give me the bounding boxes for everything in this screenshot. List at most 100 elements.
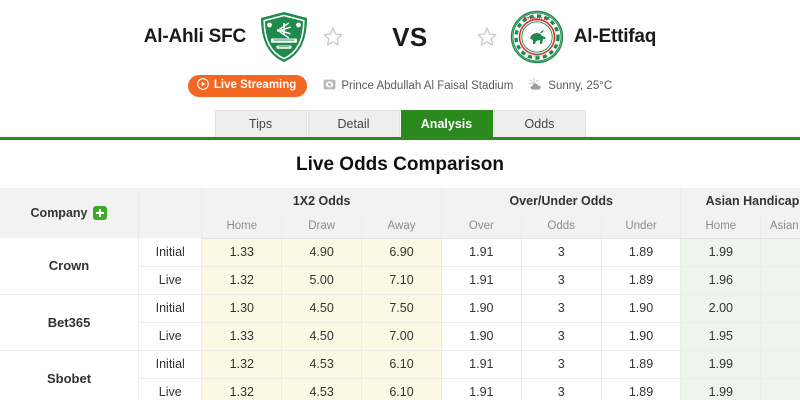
plus-badge-icon[interactable] <box>93 206 108 220</box>
away-team-block: ETTIFAQ F.C 1945 Al-Ettifaq <box>476 10 656 64</box>
odds-away: 7.10 <box>361 266 442 295</box>
row-phase: Initial <box>138 350 203 379</box>
table-row[interactable]: Live 1.33 4.50 7.00 1.90 3 1.90 1.95 1.5 <box>0 322 800 351</box>
table-row[interactable]: Bet365 Initial 1.30 4.50 7.50 1.90 3 1.9… <box>0 294 800 351</box>
vs-label: VS <box>392 21 428 52</box>
odds-ah-line: 1.5 <box>760 294 800 323</box>
odds-draw: 5.00 <box>281 266 363 295</box>
row-phase: Live <box>138 322 203 351</box>
phase-column-header <box>138 188 203 238</box>
match-info-bar: Live Streaming Prince Abdullah Al Faisal… <box>0 72 800 100</box>
subheader-ah-home: Home <box>680 214 762 239</box>
odds-over: 1.91 <box>441 266 522 295</box>
row-phase: Live <box>138 378 203 400</box>
odds-away: 7.50 <box>361 294 442 323</box>
svg-text:ETTIFAQ F.C: ETTIFAQ F.C <box>524 16 551 21</box>
subheader-home: Home <box>201 214 283 239</box>
odds-ou-line: 3 <box>521 378 602 400</box>
home-team-name: Al-Ahli SFC <box>143 26 247 47</box>
odds-ah-line: 1.5 <box>760 350 800 379</box>
row-phase: Initial <box>138 238 203 267</box>
odds-ah-line: 1.5 <box>760 378 800 400</box>
odds-home: 1.30 <box>201 294 283 323</box>
tab-strip: Tips Detail Analysis Odds <box>0 110 800 137</box>
odds-under: 1.89 <box>601 266 682 295</box>
odds-ah-line: 1.5 <box>760 238 800 267</box>
odds-away: 7.00 <box>361 322 442 351</box>
group-header-1x2: 1X2 Odds <box>201 188 442 214</box>
live-streaming-button[interactable]: Live Streaming <box>187 74 308 98</box>
page-title: Live Odds Comparison <box>296 154 504 175</box>
row-phase: Initial <box>138 294 203 323</box>
away-team-name: Al-Ettifaq <box>573 26 657 47</box>
table-row[interactable]: Crown Initial 1.33 4.90 6.90 1.91 3 1.89… <box>0 238 800 295</box>
table-row[interactable]: Sbobet Initial 1.32 4.53 6.10 1.91 3 1.8… <box>0 350 800 400</box>
odds-draw: 4.53 <box>281 350 363 379</box>
odds-over: 1.91 <box>441 238 522 267</box>
odds-ah-home: 1.96 <box>680 266 762 295</box>
match-header: Al-Ahli SFC <box>0 0 800 70</box>
tab-odds[interactable]: Odds <box>493 110 586 137</box>
odds-away: 6.90 <box>361 238 442 267</box>
odds-over: 1.91 <box>441 350 522 379</box>
group-header-over-under: Over/Under Odds <box>441 188 682 214</box>
subheader-ou-odds: Odds <box>521 214 602 239</box>
company-label: Company <box>30 206 88 220</box>
subheader-asian-handicap: Asian Handicap <box>760 214 800 239</box>
table-row[interactable]: Live 1.32 5.00 7.10 1.91 3 1.89 1.96 1.5 <box>0 266 800 295</box>
stadium-name: Prince Abdullah Al Faisal Stadium <box>341 80 514 92</box>
tab-tips[interactable]: Tips <box>214 110 307 137</box>
play-circle-icon <box>197 77 209 94</box>
live-odds-comparison-table: Company 1X2 Odds Over/Under Odds Asian H… <box>0 188 800 400</box>
live-streaming-label: Live Streaming <box>213 78 297 91</box>
odds-table-body: Crown Initial 1.33 4.90 6.90 1.91 3 1.89… <box>0 238 800 400</box>
odds-draw: 4.50 <box>281 322 363 351</box>
odds-ah-line: 1.5 <box>760 266 800 295</box>
subheader-over: Over <box>441 214 522 239</box>
tab-detail[interactable]: Detail <box>307 110 400 137</box>
odds-ah-home: 1.99 <box>680 238 762 267</box>
odds-home: 1.32 <box>201 266 283 295</box>
odds-draw: 4.90 <box>281 238 363 267</box>
odds-table-container: Company 1X2 Odds Over/Under Odds Asian H… <box>0 188 800 400</box>
odds-away: 6.10 <box>361 350 442 379</box>
odds-ou-line: 3 <box>521 322 602 351</box>
odds-over: 1.91 <box>441 378 522 400</box>
odds-home: 1.32 <box>201 350 283 379</box>
table-group-header-row: Company 1X2 Odds Over/Under Odds Asian H… <box>0 188 800 238</box>
tab-bar: Tips Detail Analysis Odds <box>0 110 800 140</box>
weather-info: Sunny, 25°C <box>529 78 612 94</box>
subheader-draw: Draw <box>281 214 363 239</box>
bookmaker-name: Bet365 <box>0 294 140 351</box>
odds-away: 6.10 <box>361 378 442 400</box>
subheader-under: Under <box>601 214 682 239</box>
odds-ah-line: 1.5 <box>760 322 800 351</box>
table-row[interactable]: Live 1.32 4.53 6.10 1.91 3 1.89 1.99 1.5 <box>0 378 800 400</box>
bookmaker-name: Sbobet <box>0 350 140 400</box>
tab-analysis[interactable]: Analysis <box>400 110 493 137</box>
odds-home: 1.32 <box>201 378 283 400</box>
odds-under: 1.89 <box>601 238 682 267</box>
odds-ah-home: 1.99 <box>680 378 762 400</box>
odds-under: 1.89 <box>601 378 682 400</box>
odds-over: 1.90 <box>441 322 522 351</box>
home-favorite-star-icon[interactable] <box>322 26 344 48</box>
odds-ou-line: 3 <box>521 294 602 323</box>
weather-text: Sunny, 25°C <box>548 80 613 92</box>
sun-cloud-icon <box>529 78 543 94</box>
odds-home: 1.33 <box>201 322 283 351</box>
stadium-info: Prince Abdullah Al Faisal Stadium <box>323 78 513 94</box>
row-phase: Live <box>138 266 203 295</box>
odds-ou-line: 3 <box>521 266 602 295</box>
odds-under: 1.89 <box>601 350 682 379</box>
tab-active-underline <box>0 137 800 140</box>
odds-ah-home: 1.99 <box>680 350 762 379</box>
away-favorite-star-icon[interactable] <box>476 26 498 48</box>
bookmaker-name: Crown <box>0 238 140 295</box>
group-header-asian-handicap: Asian Handicap Odds <box>680 188 800 214</box>
odds-ah-home: 2.00 <box>680 294 762 323</box>
table-subheader-row: Home Draw Away Over Odds Under Home Asia… <box>0 214 800 239</box>
subheader-away: Away <box>361 214 442 239</box>
stadium-icon <box>323 78 336 94</box>
odds-draw: 4.53 <box>281 378 363 400</box>
